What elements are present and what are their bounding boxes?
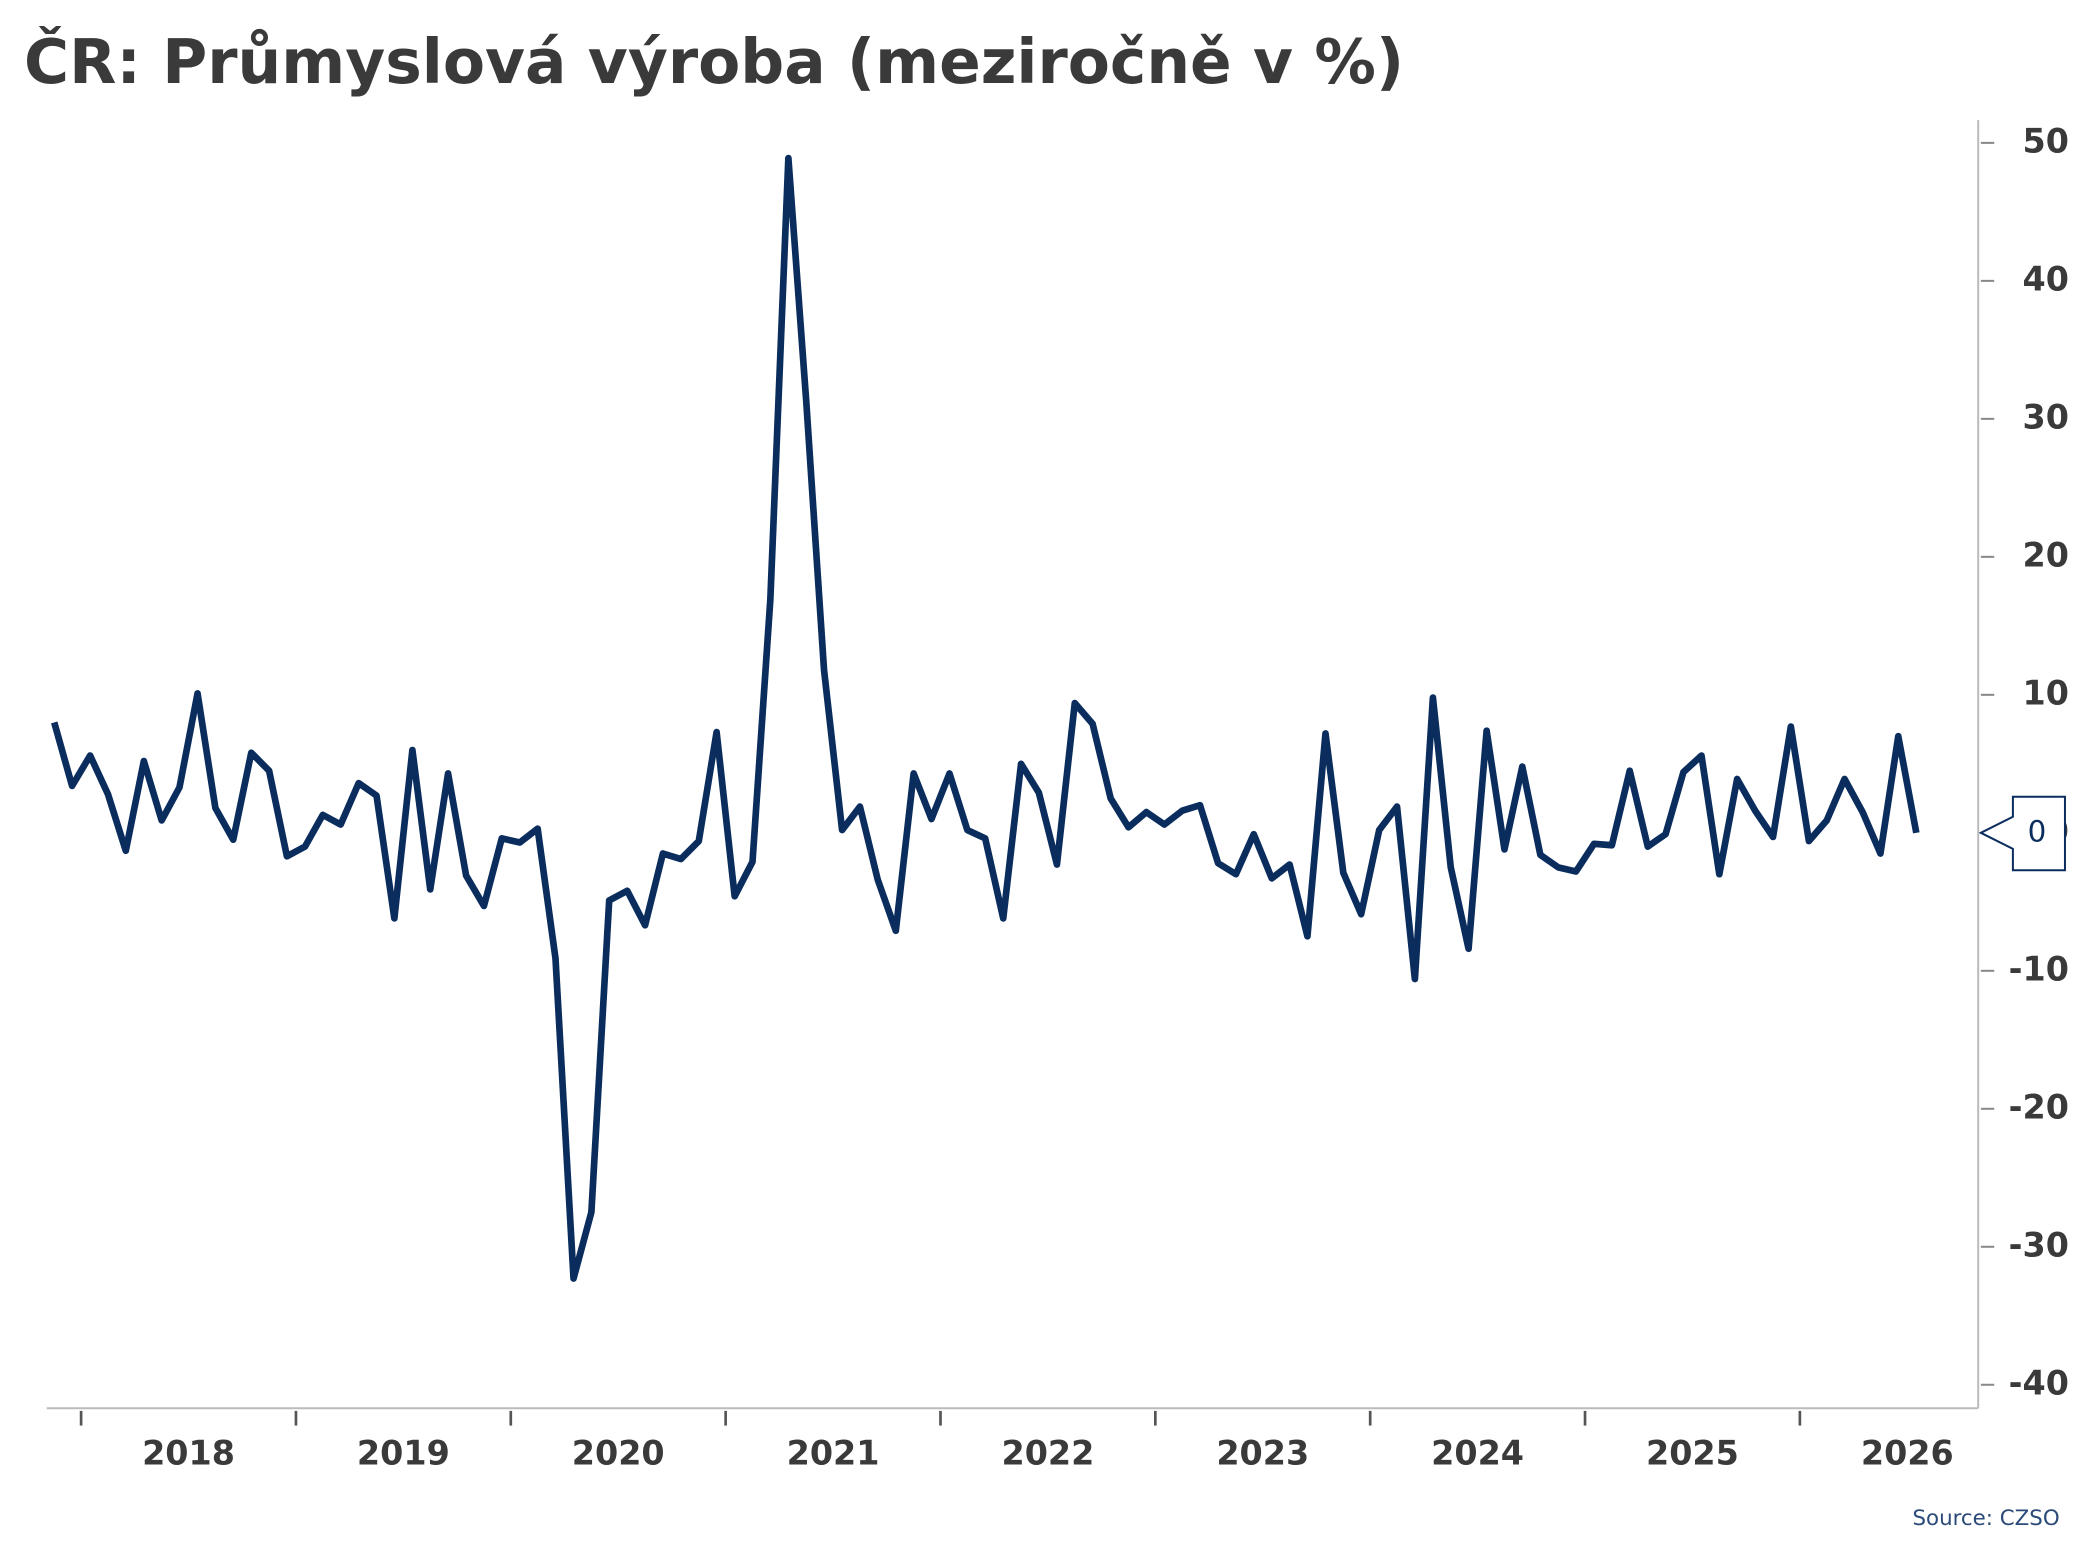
source: Source: CZSO <box>1912 1506 2059 1531</box>
y-tick-label: 10 <box>2023 673 2069 712</box>
x-tick-label: 2018 <box>142 1433 235 1472</box>
last-value-label: 0 <box>2028 814 2047 848</box>
x-tick-label: 2019 <box>357 1433 450 1472</box>
x-tick-label: 2024 <box>1431 1433 1524 1472</box>
x-tick-label: 2023 <box>1216 1433 1309 1472</box>
y-tick-label: 50 <box>2023 121 2069 160</box>
y-tick-label: -20 <box>2009 1087 2069 1126</box>
x-tick-label: 2026 <box>1861 1433 1954 1472</box>
last-value-callout <box>1978 795 2066 872</box>
x-tick-label: 2020 <box>572 1433 665 1472</box>
x-tick-label: 2025 <box>1646 1433 1739 1472</box>
y-tick-label: -10 <box>2009 949 2069 988</box>
x-tick-label: 2021 <box>787 1433 880 1472</box>
y-tick-label: 20 <box>2023 535 2069 574</box>
y-tick-label: 40 <box>2023 259 2069 298</box>
y-tick-label: -40 <box>2009 1363 2069 1402</box>
y-tick-label: 30 <box>2023 397 2069 436</box>
series-line <box>51 154 1920 1282</box>
chart-title: ČR: Průmyslová výroba (meziročně v %) <box>24 25 1404 98</box>
x-tick-label: 2022 <box>1001 1433 1094 1472</box>
y-tick-label: -30 <box>2009 1225 2069 1264</box>
